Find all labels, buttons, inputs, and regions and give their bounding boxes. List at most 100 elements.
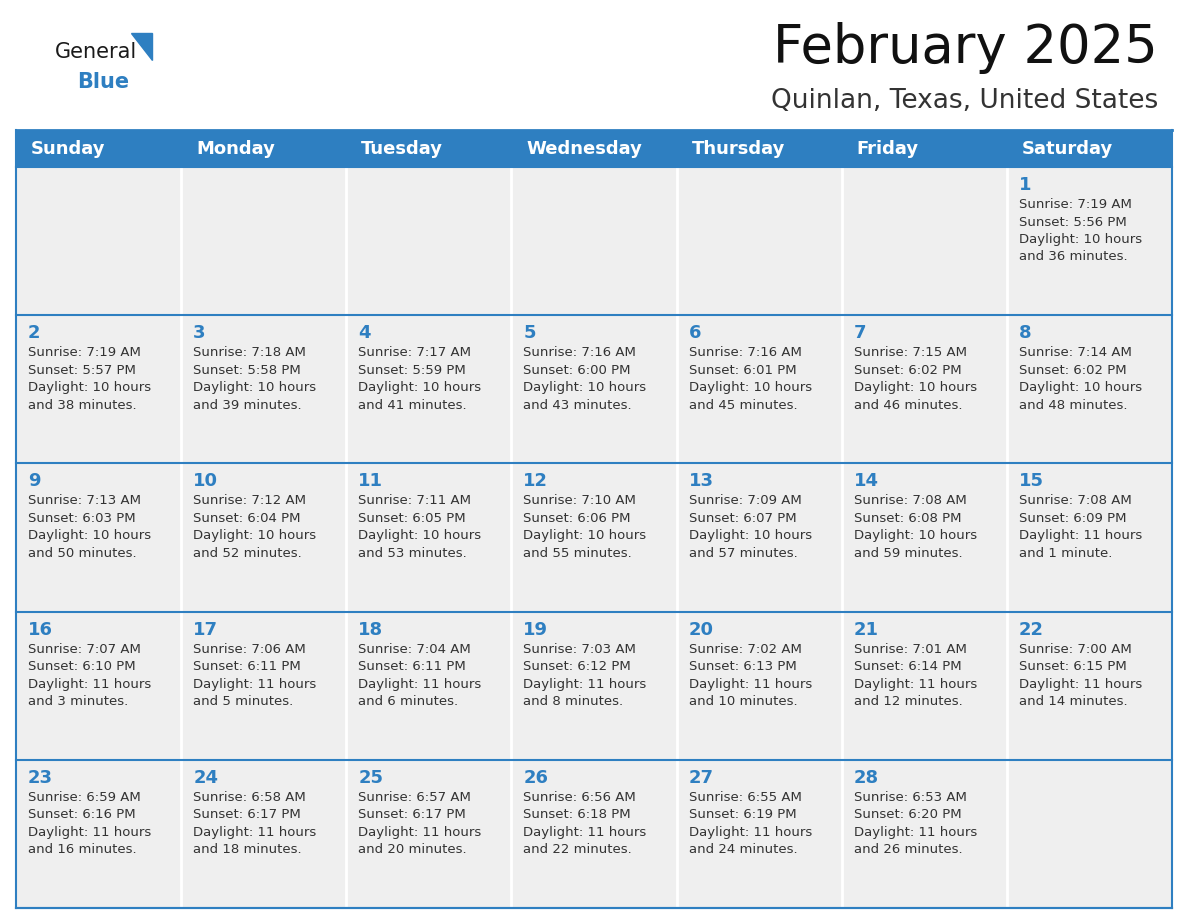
Text: Sunrise: 7:10 AM
Sunset: 6:06 PM
Daylight: 10 hours
and 55 minutes.: Sunrise: 7:10 AM Sunset: 6:06 PM Dayligh… [524, 495, 646, 560]
Bar [1007, 464, 1173, 611]
Text: 19: 19 [524, 621, 549, 639]
Bar [677, 464, 842, 611]
Bar [346, 611, 511, 760]
Bar [1007, 611, 1173, 760]
Text: 20: 20 [689, 621, 714, 639]
Bar [346, 315, 511, 464]
Text: 3: 3 [194, 324, 206, 342]
Text: Sunrise: 6:56 AM
Sunset: 6:18 PM
Daylight: 11 hours
and 22 minutes.: Sunrise: 6:56 AM Sunset: 6:18 PM Dayligh… [524, 790, 646, 856]
Text: 8: 8 [1019, 324, 1031, 342]
Bar [181, 167, 346, 315]
Bar [677, 315, 842, 464]
Text: Sunrise: 7:03 AM
Sunset: 6:12 PM
Daylight: 11 hours
and 8 minutes.: Sunrise: 7:03 AM Sunset: 6:12 PM Dayligh… [524, 643, 646, 708]
Bar [181, 315, 346, 464]
Bar [842, 464, 1007, 611]
Text: Wednesday: Wednesday [526, 140, 643, 158]
Text: 17: 17 [194, 621, 219, 639]
Bar [1007, 315, 1173, 464]
Text: General: General [55, 42, 138, 62]
Text: 6: 6 [689, 324, 701, 342]
Text: 28: 28 [854, 768, 879, 787]
Text: 14: 14 [854, 473, 879, 490]
Text: Sunrise: 6:58 AM
Sunset: 6:17 PM
Daylight: 11 hours
and 18 minutes.: Sunrise: 6:58 AM Sunset: 6:17 PM Dayligh… [194, 790, 316, 856]
Text: 15: 15 [1019, 473, 1044, 490]
Text: 13: 13 [689, 473, 714, 490]
Bar [181, 760, 346, 908]
Text: Sunrise: 6:55 AM
Sunset: 6:19 PM
Daylight: 11 hours
and 24 minutes.: Sunrise: 6:55 AM Sunset: 6:19 PM Dayligh… [689, 790, 811, 856]
Bar [1007, 760, 1173, 908]
Text: Sunrise: 7:08 AM
Sunset: 6:09 PM
Daylight: 11 hours
and 1 minute.: Sunrise: 7:08 AM Sunset: 6:09 PM Dayligh… [1019, 495, 1142, 560]
Text: Sunrise: 7:18 AM
Sunset: 5:58 PM
Daylight: 10 hours
and 39 minutes.: Sunrise: 7:18 AM Sunset: 5:58 PM Dayligh… [194, 346, 316, 411]
Text: 26: 26 [524, 768, 549, 787]
Bar [842, 315, 1007, 464]
Bar [181, 611, 346, 760]
Bar [511, 315, 677, 464]
Text: 24: 24 [194, 768, 219, 787]
Text: 11: 11 [359, 473, 384, 490]
Text: Sunrise: 7:12 AM
Sunset: 6:04 PM
Daylight: 10 hours
and 52 minutes.: Sunrise: 7:12 AM Sunset: 6:04 PM Dayligh… [194, 495, 316, 560]
Bar [15, 760, 181, 908]
Text: Saturday: Saturday [1022, 140, 1113, 158]
Text: Sunrise: 7:11 AM
Sunset: 6:05 PM
Daylight: 10 hours
and 53 minutes.: Sunrise: 7:11 AM Sunset: 6:05 PM Dayligh… [359, 495, 481, 560]
Bar [15, 167, 181, 315]
Polygon shape [131, 33, 152, 60]
Bar [15, 611, 181, 760]
Text: February 2025: February 2025 [773, 22, 1158, 74]
Text: Sunrise: 7:15 AM
Sunset: 6:02 PM
Daylight: 10 hours
and 46 minutes.: Sunrise: 7:15 AM Sunset: 6:02 PM Dayligh… [854, 346, 977, 411]
Text: 16: 16 [29, 621, 53, 639]
Text: 27: 27 [689, 768, 714, 787]
Text: Blue: Blue [77, 72, 129, 92]
Text: Friday: Friday [857, 140, 918, 158]
Bar [842, 760, 1007, 908]
Text: Sunrise: 7:06 AM
Sunset: 6:11 PM
Daylight: 11 hours
and 5 minutes.: Sunrise: 7:06 AM Sunset: 6:11 PM Dayligh… [194, 643, 316, 708]
Bar [511, 167, 677, 315]
Text: Sunrise: 7:19 AM
Sunset: 5:56 PM
Daylight: 10 hours
and 36 minutes.: Sunrise: 7:19 AM Sunset: 5:56 PM Dayligh… [1019, 198, 1142, 263]
Bar [15, 464, 181, 611]
Text: 18: 18 [359, 621, 384, 639]
Text: Sunrise: 7:00 AM
Sunset: 6:15 PM
Daylight: 11 hours
and 14 minutes.: Sunrise: 7:00 AM Sunset: 6:15 PM Dayligh… [1019, 643, 1142, 708]
Bar [842, 167, 1007, 315]
Text: Tuesday: Tuesday [361, 140, 443, 158]
Text: Sunrise: 6:59 AM
Sunset: 6:16 PM
Daylight: 11 hours
and 16 minutes.: Sunrise: 6:59 AM Sunset: 6:16 PM Dayligh… [29, 790, 151, 856]
Text: Sunday: Sunday [31, 140, 106, 158]
Text: 21: 21 [854, 621, 879, 639]
Bar [842, 611, 1007, 760]
Text: 22: 22 [1019, 621, 1044, 639]
Bar [677, 167, 842, 315]
Text: Quinlan, Texas, United States: Quinlan, Texas, United States [771, 88, 1158, 114]
Text: Sunrise: 7:02 AM
Sunset: 6:13 PM
Daylight: 11 hours
and 10 minutes.: Sunrise: 7:02 AM Sunset: 6:13 PM Dayligh… [689, 643, 811, 708]
Text: 10: 10 [194, 473, 219, 490]
Text: 23: 23 [29, 768, 53, 787]
Text: Sunrise: 7:08 AM
Sunset: 6:08 PM
Daylight: 10 hours
and 59 minutes.: Sunrise: 7:08 AM Sunset: 6:08 PM Dayligh… [854, 495, 977, 560]
Bar [511, 760, 677, 908]
Bar [15, 315, 181, 464]
Text: Sunrise: 6:53 AM
Sunset: 6:20 PM
Daylight: 11 hours
and 26 minutes.: Sunrise: 6:53 AM Sunset: 6:20 PM Dayligh… [854, 790, 977, 856]
Bar [677, 760, 842, 908]
Text: Monday: Monday [196, 140, 274, 158]
Bar [511, 611, 677, 760]
Bar [677, 611, 842, 760]
Bar [181, 464, 346, 611]
Text: Sunrise: 7:09 AM
Sunset: 6:07 PM
Daylight: 10 hours
and 57 minutes.: Sunrise: 7:09 AM Sunset: 6:07 PM Dayligh… [689, 495, 811, 560]
Bar [1007, 167, 1173, 315]
Text: Sunrise: 7:16 AM
Sunset: 6:00 PM
Daylight: 10 hours
and 43 minutes.: Sunrise: 7:16 AM Sunset: 6:00 PM Dayligh… [524, 346, 646, 411]
Text: 9: 9 [29, 473, 40, 490]
Bar [346, 167, 511, 315]
Bar [346, 464, 511, 611]
Text: Sunrise: 7:14 AM
Sunset: 6:02 PM
Daylight: 10 hours
and 48 minutes.: Sunrise: 7:14 AM Sunset: 6:02 PM Dayligh… [1019, 346, 1142, 411]
Text: Sunrise: 7:16 AM
Sunset: 6:01 PM
Daylight: 10 hours
and 45 minutes.: Sunrise: 7:16 AM Sunset: 6:01 PM Dayligh… [689, 346, 811, 411]
Text: 12: 12 [524, 473, 549, 490]
Text: Sunrise: 6:57 AM
Sunset: 6:17 PM
Daylight: 11 hours
and 20 minutes.: Sunrise: 6:57 AM Sunset: 6:17 PM Dayligh… [359, 790, 481, 856]
Text: Thursday: Thursday [691, 140, 785, 158]
Text: 25: 25 [359, 768, 384, 787]
Text: Sunrise: 7:01 AM
Sunset: 6:14 PM
Daylight: 11 hours
and 12 minutes.: Sunrise: 7:01 AM Sunset: 6:14 PM Dayligh… [854, 643, 977, 708]
Text: Sunrise: 7:04 AM
Sunset: 6:11 PM
Daylight: 11 hours
and 6 minutes.: Sunrise: 7:04 AM Sunset: 6:11 PM Dayligh… [359, 643, 481, 708]
Bar [15, 130, 1173, 167]
Bar [511, 464, 677, 611]
Text: Sunrise: 7:17 AM
Sunset: 5:59 PM
Daylight: 10 hours
and 41 minutes.: Sunrise: 7:17 AM Sunset: 5:59 PM Dayligh… [359, 346, 481, 411]
Text: 2: 2 [29, 324, 40, 342]
Text: 5: 5 [524, 324, 536, 342]
Text: 4: 4 [359, 324, 371, 342]
Bar [346, 760, 511, 908]
Text: 1: 1 [1019, 176, 1031, 194]
